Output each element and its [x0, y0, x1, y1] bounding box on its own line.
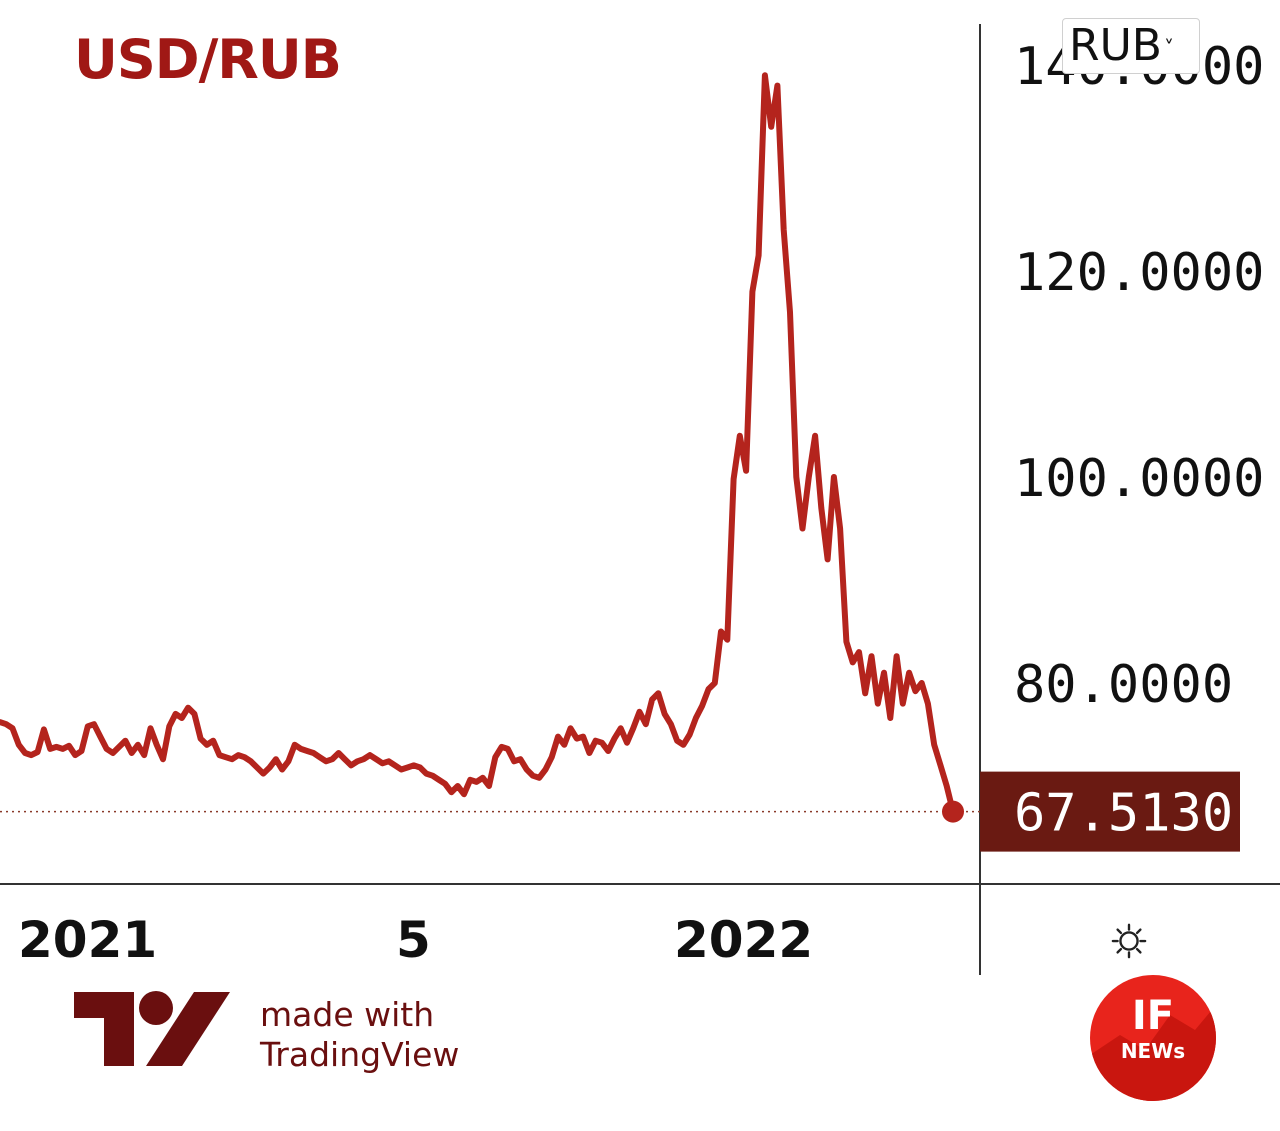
x-tick-label: 2021 [18, 911, 157, 969]
footer-credit: made with TradingView [260, 995, 459, 1075]
price-tag-label: 67.5130 [1014, 784, 1233, 844]
currency-dropdown[interactable]: RUB ˅ [1062, 18, 1200, 74]
y-tick-label: 100.0000 [1014, 449, 1264, 509]
if-logo-text: IF [1131, 993, 1175, 1039]
footer-line-2: TradingView [260, 1035, 460, 1074]
footer-line-1: made with [260, 995, 435, 1034]
gear-icon[interactable] [1110, 922, 1148, 960]
tradingview-logo [74, 991, 230, 1066]
price-tag-background [980, 771, 1240, 852]
series-line-usd-rub [0, 72, 956, 815]
last-price-dot [942, 800, 964, 823]
currency-dropdown-value: RUB [1069, 20, 1162, 71]
x-tick-label: 2022 [674, 911, 813, 969]
current-price-tag: 67.5130 [980, 771, 1240, 852]
y-tick-label: 80.0000 [1014, 655, 1233, 715]
if-logo-shape [1090, 1005, 1216, 1101]
chevron-down-icon: ˅ [1163, 36, 1174, 60]
y-tick-label: 120.0000 [1014, 243, 1264, 303]
x-axis-labels: 2021 5 2022 [18, 911, 813, 969]
if-logo-subtext: NEWs [1120, 1039, 1186, 1063]
x-tick-label: 5 [396, 911, 431, 969]
if-news-logo: IF NEWs [1090, 975, 1216, 1101]
chart-title: USD/RUB [74, 28, 342, 91]
